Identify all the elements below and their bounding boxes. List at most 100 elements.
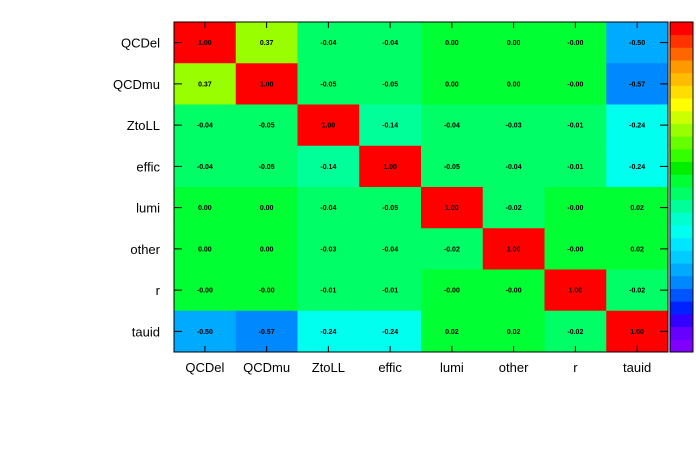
y-tick-label: effic xyxy=(136,159,160,174)
colorbar-band xyxy=(670,161,693,175)
heatmap-cell xyxy=(235,63,298,105)
cell-value-label: 0.02 xyxy=(507,329,521,336)
cell-value-label: -0.04 xyxy=(506,164,522,171)
cell-value-label: 0.00 xyxy=(445,81,459,88)
cell-value-label: -0.04 xyxy=(382,246,398,253)
heatmap-cell xyxy=(359,310,422,353)
heatmap-cell xyxy=(544,104,607,147)
heatmap-cell xyxy=(482,310,545,353)
y-tick-label: other xyxy=(130,242,160,257)
heatmap-cell xyxy=(482,104,545,147)
heatmap-cell xyxy=(421,228,484,270)
heatmap-cell xyxy=(606,63,669,105)
heatmap-cell xyxy=(174,310,237,353)
heatmap-cell xyxy=(606,310,669,353)
x-tick-label: r xyxy=(573,360,578,375)
heatmap-cell xyxy=(297,310,360,353)
heatmap-cell xyxy=(421,145,484,188)
cell-value-label: -0.57 xyxy=(629,81,645,88)
cell-value-label: -0.24 xyxy=(382,329,398,336)
colorbar-band xyxy=(670,60,693,74)
colorbar-band xyxy=(670,212,693,226)
cell-value-label: -0.00 xyxy=(567,40,583,47)
colorbar-band xyxy=(670,22,693,36)
cell-value-label: -0.14 xyxy=(382,123,398,130)
y-tick-label: tauid xyxy=(132,324,160,339)
cell-value-label: -0.05 xyxy=(382,81,398,88)
heatmap-cell xyxy=(544,145,607,188)
y-tick-label: r xyxy=(156,283,161,298)
colorbar-band xyxy=(670,136,693,150)
heatmap-cell xyxy=(421,310,484,353)
heatmap-cell xyxy=(174,269,237,312)
heatmap-cell xyxy=(297,104,360,147)
cell-value-label: -0.05 xyxy=(382,205,398,212)
y-tick-label: QCDmu xyxy=(113,77,160,92)
x-tick-label: ZtoLL xyxy=(312,360,345,375)
cell-value-label: 1.00 xyxy=(507,246,521,253)
heatmap-cell xyxy=(482,63,545,105)
heatmap-cell xyxy=(235,228,298,270)
colorbar-band xyxy=(670,250,693,264)
heatmap-cell xyxy=(235,22,298,64)
cell-value-label: -0.24 xyxy=(629,164,645,171)
heatmap-cell xyxy=(359,63,422,105)
colorbar-band xyxy=(670,301,693,315)
cell-value-label: -0.01 xyxy=(567,164,583,171)
heatmap-cell xyxy=(421,22,484,64)
colorbar-band xyxy=(670,174,693,188)
colorbar-band xyxy=(670,110,693,124)
cell-value-label: -0.50 xyxy=(629,40,645,47)
cell-value-label: -0.05 xyxy=(259,164,275,171)
colorbar-band xyxy=(670,123,693,137)
heatmap-cell xyxy=(297,187,360,229)
cell-value-label: -0.00 xyxy=(197,288,213,295)
cell-value-label: -0.04 xyxy=(444,123,460,130)
colorbar-band xyxy=(670,313,693,328)
x-tick-label: QCDel xyxy=(185,360,224,375)
y-tick-label: ZtoLL xyxy=(127,118,160,133)
colorbar-band xyxy=(670,72,693,86)
colorbar-band xyxy=(670,85,693,99)
cell-value-label: 0.00 xyxy=(507,40,521,47)
cell-value-label: -0.04 xyxy=(197,123,213,130)
heatmap-cell xyxy=(359,269,422,312)
heatmap-cell xyxy=(421,269,484,312)
heatmap-cell xyxy=(544,310,607,353)
heatmap-cell xyxy=(606,228,669,270)
cell-value-label: 0.00 xyxy=(445,40,459,47)
colorbar-band xyxy=(670,47,693,61)
colorbar-band xyxy=(670,187,693,201)
cell-value-label: -0.00 xyxy=(259,288,275,295)
cell-value-label: 1.00 xyxy=(322,123,336,130)
cell-value-label: -0.04 xyxy=(320,205,336,212)
heatmap-cell xyxy=(359,228,422,270)
heatmap-cell xyxy=(297,63,360,105)
cell-value-label: -0.00 xyxy=(567,205,583,212)
x-tick-label: lumi xyxy=(440,360,464,375)
cell-value-label: -0.02 xyxy=(567,329,583,336)
cell-value-label: -0.04 xyxy=(320,40,336,47)
colorbar-band xyxy=(670,263,693,277)
heatmap-cell xyxy=(297,269,360,312)
cell-value-label: 0.02 xyxy=(630,246,644,253)
cell-value-label: 0.02 xyxy=(630,205,644,212)
heatmap-cell xyxy=(544,187,607,229)
cell-value-label: -0.01 xyxy=(320,288,336,295)
colorbar-band xyxy=(670,275,693,289)
heatmap-cell xyxy=(482,269,545,312)
cell-value-label: -0.00 xyxy=(567,81,583,88)
cell-value-label: 0.37 xyxy=(260,40,274,47)
cell-value-label: 0.00 xyxy=(198,205,212,212)
heatmap-cell xyxy=(359,187,422,229)
cell-value-label: -0.04 xyxy=(197,164,213,171)
heatmap-cell xyxy=(606,145,669,188)
cell-value-label: 1.00 xyxy=(383,164,397,171)
cell-value-label: -0.24 xyxy=(320,329,336,336)
heatmap-cell xyxy=(359,104,422,147)
heatmap-cell xyxy=(544,22,607,64)
x-tick-label: QCDmu xyxy=(243,360,290,375)
cell-value-label: 1.00 xyxy=(630,329,644,336)
cell-value-label: -0.03 xyxy=(320,246,336,253)
